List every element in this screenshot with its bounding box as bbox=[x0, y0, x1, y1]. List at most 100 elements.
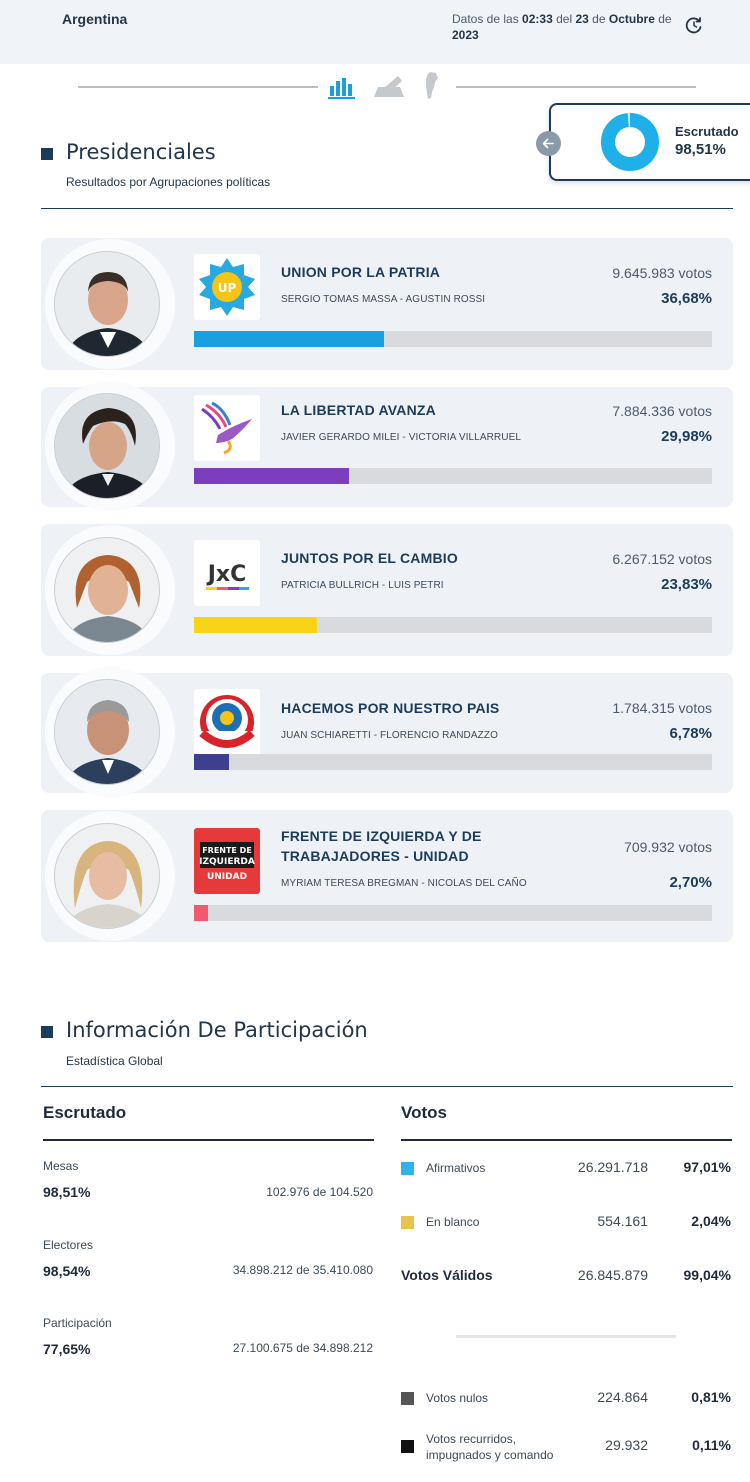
section-marker bbox=[41, 1026, 53, 1038]
donut-progress bbox=[601, 113, 659, 171]
votos-validos-label: Votos Válidos bbox=[401, 1267, 493, 1283]
refresh-icon[interactable] bbox=[684, 15, 704, 35]
vote-count: 709.932 votos bbox=[624, 839, 712, 855]
candidate-names: MYRIAM TERESA BREGMAN - NICOLAS DEL CAÑO bbox=[281, 878, 527, 889]
stat-label: Participación bbox=[43, 1316, 112, 1330]
votos-nulos-percentage: 0,81% bbox=[691, 1389, 731, 1405]
arrow-left-icon bbox=[542, 138, 554, 149]
votos-recurridos-count: 29.932 bbox=[605, 1437, 648, 1453]
party-logo: JxC bbox=[194, 540, 260, 606]
party-name: UNION POR LA PATRIA bbox=[281, 264, 441, 280]
vote-share-bar bbox=[194, 617, 712, 633]
stat-range: 27.100.675 de 34.898.212 bbox=[232, 1341, 373, 1355]
stat-percentage: 77,65% bbox=[43, 1341, 91, 1357]
svg-text:FRENTE DE: FRENTE DE bbox=[202, 846, 252, 855]
votos-nulos-swatch bbox=[401, 1392, 414, 1405]
party-logo: UP bbox=[194, 254, 260, 320]
party-name: JUNTOS POR EL CAMBIO bbox=[281, 550, 458, 566]
svg-text:IZQUIERDA: IZQUIERDA bbox=[199, 857, 255, 867]
party-name: LA LIBERTAD AVANZA bbox=[281, 402, 436, 418]
section-subtitle-participacion: Estadística Global bbox=[66, 1054, 163, 1068]
vote-percentage: 29,98% bbox=[661, 428, 712, 445]
section-marker bbox=[41, 148, 53, 160]
top-bar: Argentina Datos de las 02:33 del 23 de O… bbox=[0, 0, 750, 64]
vote-share-fill bbox=[194, 617, 318, 633]
section-divider bbox=[41, 208, 733, 209]
stat-percentage: 98,51% bbox=[43, 1184, 91, 1200]
vote-share-bar bbox=[194, 905, 712, 921]
votos-nulos-count: 224.864 bbox=[597, 1389, 648, 1405]
bar-chart-icon[interactable] bbox=[328, 78, 355, 99]
candidate-photo bbox=[54, 679, 160, 785]
vote-count: 9.645.983 votos bbox=[612, 265, 712, 281]
party-logo bbox=[194, 395, 260, 461]
party-card-juntos-por-el-cambio[interactable]: JxC JUNTOS POR EL CAMBIO PATRICIA BULLRI… bbox=[41, 524, 733, 656]
en-blanco-swatch bbox=[401, 1216, 414, 1229]
view-switcher bbox=[328, 72, 438, 99]
collapse-panel-button[interactable] bbox=[536, 131, 561, 156]
en-blanco-label: En blanco bbox=[426, 1215, 480, 1229]
votos-validos-percentage: 99,04% bbox=[683, 1267, 731, 1283]
vote-share-fill bbox=[194, 331, 384, 347]
candidate-photo bbox=[54, 537, 160, 643]
vote-percentage: 2,70% bbox=[669, 874, 712, 891]
vote-share-bar bbox=[194, 331, 712, 347]
stat-percentage: 98,54% bbox=[43, 1263, 91, 1279]
section-title-participacion: Información De Participación bbox=[66, 1018, 368, 1042]
party-card-hacemos-por-nuestro-pais[interactable]: HACEMOS POR NUESTRO PAIS JUAN SCHIARETTI… bbox=[41, 667, 733, 797]
section-divider bbox=[41, 1086, 733, 1087]
votos-column-title: Votos bbox=[401, 1103, 447, 1122]
party-logo: FRENTE DE IZQUIERDA UNIDAD bbox=[194, 828, 260, 894]
vote-share-fill bbox=[194, 905, 208, 921]
votos-recurridos-label: Votos recurridos, impugnados y comando bbox=[426, 1432, 554, 1462]
stat-label: Electores bbox=[43, 1238, 94, 1252]
escrutado-label: Escrutado bbox=[675, 124, 739, 139]
afirmativos-percentage: 97,01% bbox=[683, 1159, 731, 1175]
candidate-names: SERGIO TOMAS MASSA - AGUSTIN ROSSI bbox=[281, 294, 486, 305]
votos-recurridos-percentage: 0,11% bbox=[692, 1437, 731, 1453]
candidate-photo bbox=[54, 823, 160, 929]
afirmativos-label: Afirmativos bbox=[426, 1161, 486, 1175]
argentina-map-icon[interactable] bbox=[426, 72, 438, 99]
svg-text:UNIDAD: UNIDAD bbox=[207, 872, 247, 882]
update-timestamp: Datos de las 02:33 del 23 de Octubre de … bbox=[452, 12, 672, 42]
vote-share-bar bbox=[194, 754, 712, 770]
vote-share-fill bbox=[194, 468, 350, 484]
votos-recurridos-swatch bbox=[401, 1440, 414, 1453]
party-name: HACEMOS POR NUESTRO PAIS bbox=[281, 700, 500, 716]
svg-text:JxC: JxC bbox=[206, 562, 247, 587]
candidate-names: PATRICIA BULLRICH - LUIS PETRI bbox=[281, 580, 444, 591]
svg-text:UP: UP bbox=[218, 281, 237, 295]
nav-divider-left bbox=[78, 86, 318, 88]
vote-percentage: 23,83% bbox=[661, 576, 712, 593]
section-title-presidenciales: Presidenciales bbox=[66, 140, 216, 164]
vote-count: 1.784.315 votos bbox=[612, 700, 712, 716]
candidate-names: JAVIER GERARDO MILEI - VICTORIA VILLARRU… bbox=[281, 432, 522, 443]
column-divider bbox=[401, 1139, 732, 1141]
party-card-la-libertad-avanza[interactable]: LA LIBERTAD AVANZA JAVIER GERARDO MILEI … bbox=[41, 381, 733, 511]
party-card-union-por-la-patria[interactable]: UP UNION POR LA PATRIA SERGIO TOMAS MASS… bbox=[41, 238, 733, 370]
party-card-frente-de-izquierda[interactable]: FRENTE DE IZQUIERDA UNIDAD FRENTE DE IZQ… bbox=[41, 810, 733, 942]
nav-divider-right bbox=[456, 86, 696, 88]
column-divider bbox=[43, 1139, 374, 1141]
ballot-box-icon[interactable] bbox=[374, 76, 404, 97]
country-label: Argentina bbox=[62, 11, 128, 27]
afirmativos-swatch bbox=[401, 1162, 414, 1175]
vote-share-fill bbox=[194, 754, 230, 770]
vote-percentage: 36,68% bbox=[661, 290, 712, 307]
vote-percentage: 6,78% bbox=[669, 725, 712, 742]
vote-share-bar bbox=[194, 468, 712, 484]
vote-count: 7.884.336 votos bbox=[612, 403, 712, 419]
candidate-photo bbox=[54, 251, 160, 357]
en-blanco-percentage: 2,04% bbox=[691, 1213, 731, 1229]
candidate-names: JUAN SCHIARETTI - FLORENCIO RANDAZZO bbox=[281, 730, 498, 741]
section-subtitle-presidenciales: Resultados por Agrupaciones políticas bbox=[66, 175, 271, 189]
escrutado-donut bbox=[601, 113, 659, 171]
escrutado-column-title: Escrutado bbox=[43, 1103, 127, 1122]
escrutado-value: 98,51% bbox=[675, 141, 726, 158]
stat-range: 102.976 de 104.520 bbox=[266, 1185, 373, 1199]
stat-range: 34.898.212 de 35.410.080 bbox=[232, 1263, 373, 1277]
votos-divider bbox=[456, 1335, 676, 1338]
party-name: FRENTE DE IZQUIERDA Y DE TRABAJADORES - … bbox=[281, 828, 482, 864]
stat-label: Mesas bbox=[43, 1159, 79, 1173]
